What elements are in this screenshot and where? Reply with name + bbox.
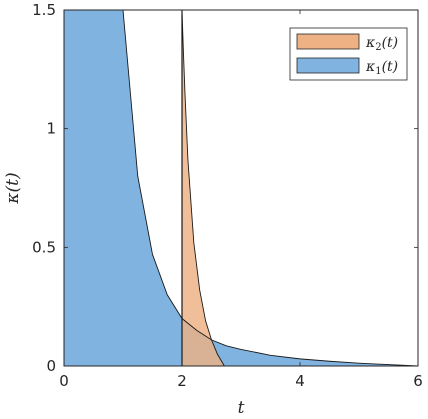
x-tick-label: 4: [295, 372, 305, 390]
curve-series-kappa2: [181, 9, 225, 367]
area-series-kappa2: [182, 10, 225, 366]
x-tick-label: 0: [59, 372, 69, 390]
y-tick-label: 1.5: [32, 1, 56, 19]
area-series-kappa1: [64, 10, 418, 366]
legend: κ2(t) κ1(t): [289, 27, 408, 81]
x-tick-label: 6: [413, 372, 423, 390]
legend-label: κ1(t): [365, 59, 398, 77]
y-tick-label: 0: [46, 357, 56, 375]
legend-entries: κ2(t) κ1(t): [296, 33, 398, 77]
x-tick-label: 2: [177, 372, 187, 390]
y-tick-label: 0.5: [32, 238, 56, 256]
plot-frame: [63, 9, 419, 367]
y-axis-label: κ(t): [3, 172, 23, 204]
areas-layer: [64, 10, 418, 366]
x-axis-label: t: [238, 398, 245, 418]
legend-swatch: [296, 33, 360, 50]
y-tick-label: 1: [46, 120, 56, 138]
legend-label: κ2(t): [365, 35, 398, 53]
legend-swatch: [296, 57, 360, 74]
ticks-layer: 0 2 4 6 0 0.5 1 1.5: [32, 1, 423, 390]
